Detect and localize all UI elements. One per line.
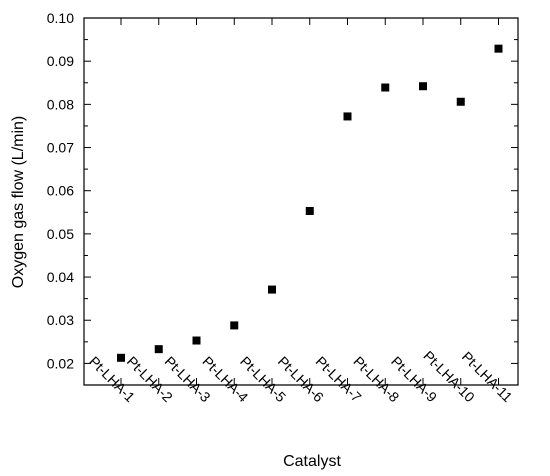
data-point <box>192 336 201 345</box>
data-point <box>381 83 390 92</box>
data-point <box>268 285 276 294</box>
y-tick-label: 0.06 <box>47 183 74 199</box>
plot-area: 0.020.030.040.050.060.070.080.090.10Pt-L… <box>47 10 519 405</box>
data-point <box>456 97 465 106</box>
y-tick-label: 0.03 <box>47 312 74 328</box>
y-tick-label: 0.07 <box>47 140 74 156</box>
y-tick-label: 0.10 <box>47 10 74 26</box>
data-point <box>117 353 125 362</box>
plot-frame <box>83 17 519 386</box>
data-point <box>494 44 503 53</box>
y-tick-label: 0.04 <box>47 269 74 285</box>
y-tick-label: 0.08 <box>47 96 74 112</box>
data-point <box>305 206 314 215</box>
x-axis-title: Catalyst <box>283 453 341 470</box>
y-tick-label: 0.05 <box>47 226 74 242</box>
data-point <box>154 345 163 354</box>
y-tick-label: 0.09 <box>47 53 74 69</box>
data-point <box>343 112 352 121</box>
y-tick-label: 0.02 <box>47 355 74 371</box>
y-axis-title: Oxygen gas flow (L/min) <box>10 116 27 289</box>
data-point <box>230 321 239 330</box>
data-point <box>419 82 427 91</box>
